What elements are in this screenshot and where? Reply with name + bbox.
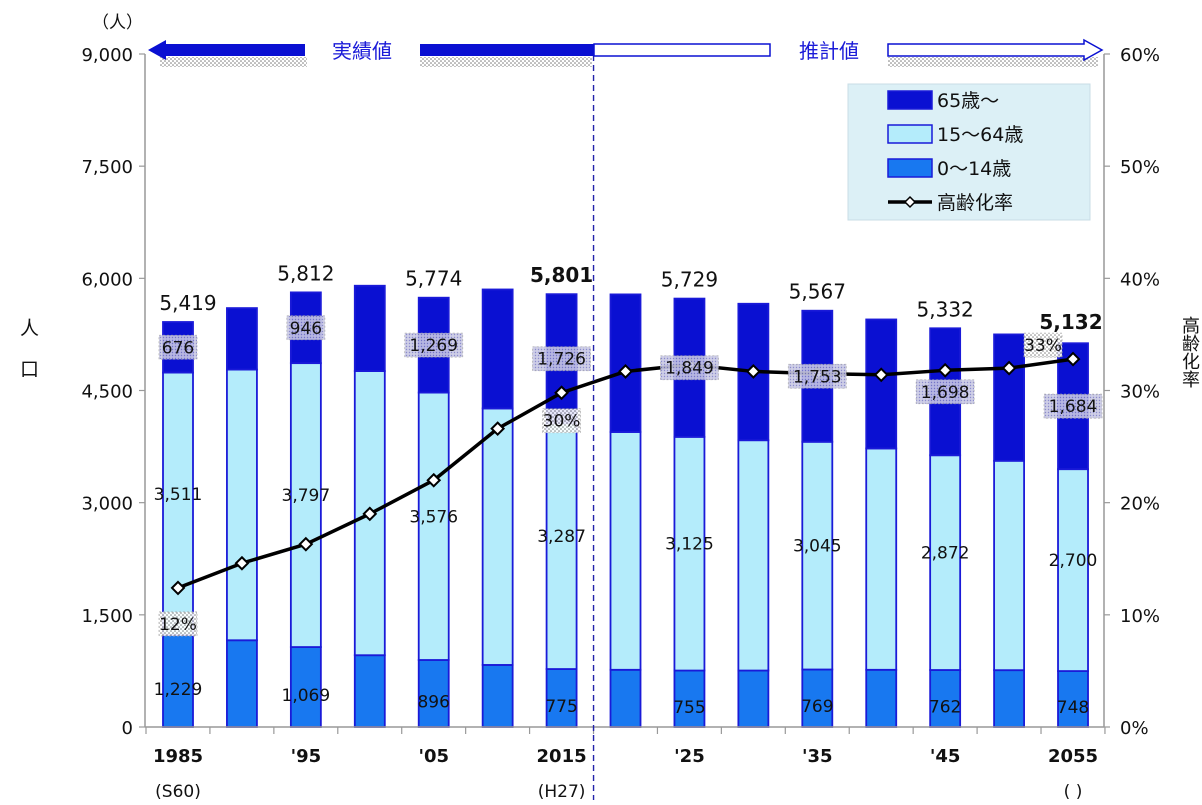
y-tick-label: 1,500 bbox=[81, 606, 133, 627]
value-label-age0-14: 748 bbox=[1057, 698, 1089, 718]
total-population-label: 5,729 bbox=[661, 268, 718, 292]
y2-tick-label: 0% bbox=[1120, 718, 1149, 739]
y-tick-label: 9,000 bbox=[81, 45, 133, 66]
value-label-age65plus: 1,849 bbox=[665, 359, 714, 379]
y2-tick-label: 20% bbox=[1120, 494, 1160, 515]
y-tick-label: 6,000 bbox=[81, 269, 133, 290]
x-tick-sublabel: ( ) bbox=[1064, 782, 1083, 802]
value-label-age0-14: 1,069 bbox=[282, 686, 331, 706]
total-population-label: 5,567 bbox=[789, 280, 846, 304]
bar-segment-age15-64 bbox=[866, 448, 896, 669]
aging-rate-label: 30% bbox=[543, 412, 581, 432]
legend-item-age65plus-label: 65歳～ bbox=[937, 90, 999, 112]
bar-segment-age0-14 bbox=[738, 671, 768, 727]
y2-tick-label: 30% bbox=[1120, 382, 1160, 403]
x-tick-label: '25 bbox=[674, 746, 705, 767]
value-label-age15-64: 3,797 bbox=[282, 486, 331, 506]
value-label-age15-64: 3,045 bbox=[793, 537, 842, 557]
value-label-age65plus: 676 bbox=[162, 338, 194, 358]
banner-shadow-mid bbox=[420, 57, 592, 67]
legend-item-aging-rate-label: 高齢化率 bbox=[937, 192, 1013, 214]
bar-segment-age0-14 bbox=[866, 670, 896, 727]
banner-shadow-left bbox=[160, 57, 307, 67]
y2-tick-label: 60% bbox=[1120, 45, 1160, 66]
bar-segment-age0-14 bbox=[611, 670, 641, 727]
total-population-label: 5,419 bbox=[159, 291, 216, 315]
y-axis-title: 人口 bbox=[15, 318, 42, 400]
value-label-age0-14: 1,229 bbox=[154, 680, 203, 700]
aging-rate-label: 33% bbox=[1024, 336, 1062, 356]
x-tick-sublabel: (H27) bbox=[538, 782, 586, 802]
bar-segment-age15-64 bbox=[994, 461, 1024, 670]
value-label-age65plus: 1,684 bbox=[1049, 397, 1098, 417]
value-label-age15-64: 3,287 bbox=[537, 527, 586, 547]
value-label-age0-14: 755 bbox=[673, 698, 705, 718]
value-label-age65plus: 1,269 bbox=[409, 336, 458, 356]
total-population-label: 5,812 bbox=[277, 261, 334, 285]
y2-tick-label: 50% bbox=[1120, 157, 1160, 178]
value-label-age15-64: 2,700 bbox=[1049, 551, 1098, 571]
bar-segment-age15-64 bbox=[611, 432, 641, 670]
y-tick-label: 4,500 bbox=[81, 382, 133, 403]
x-tick-label: '45 bbox=[930, 746, 961, 767]
bar-segment-age0-14 bbox=[994, 670, 1024, 727]
legend-item-age0-14-label: 0～14歳 bbox=[937, 158, 1011, 180]
y2-tick-label: 10% bbox=[1120, 606, 1160, 627]
y2-tick-label: 40% bbox=[1120, 269, 1160, 290]
bar-segment-age15-64 bbox=[227, 370, 257, 641]
value-label-age15-64: 3,576 bbox=[409, 507, 458, 527]
x-tick-label: '05 bbox=[418, 746, 449, 767]
total-population-label: 5,801 bbox=[530, 263, 593, 287]
legend-item-age15-64-label: 15～64歳 bbox=[937, 124, 1023, 146]
y-tick-label: 0 bbox=[122, 718, 133, 739]
bar-segment-age15-64 bbox=[483, 408, 513, 664]
total-population-label: 5,132 bbox=[1039, 310, 1102, 334]
bar-segment-age0-14 bbox=[355, 655, 385, 727]
bar-segment-age65plus bbox=[483, 289, 513, 408]
y2-axis-title: 高齢化率 bbox=[1176, 316, 1202, 388]
legend-item-age15-64-swatch bbox=[888, 125, 932, 143]
bar-segment-age15-64 bbox=[738, 440, 768, 670]
y-tick-label: 3,000 bbox=[81, 494, 133, 515]
y-unit-label: （人） bbox=[92, 8, 143, 33]
value-label-age65plus: 1,753 bbox=[793, 367, 842, 387]
bar-segment-age0-14 bbox=[227, 640, 257, 727]
legend-item-age65plus-swatch bbox=[888, 91, 932, 109]
value-label-age0-14: 896 bbox=[417, 692, 449, 712]
x-tick-label: '95 bbox=[291, 746, 322, 767]
value-label-age65plus: 1,698 bbox=[921, 383, 970, 403]
y-tick-label: 7,500 bbox=[81, 157, 133, 178]
bar-segment-age65plus bbox=[355, 286, 385, 371]
x-tick-label: 1985 bbox=[153, 746, 203, 767]
value-label-age0-14: 775 bbox=[545, 697, 577, 717]
x-tick-label: 2015 bbox=[537, 746, 587, 767]
legend-item-age0-14-swatch bbox=[888, 159, 932, 177]
value-label-age15-64: 3,125 bbox=[665, 535, 714, 555]
banner-shadow-right bbox=[888, 57, 1098, 67]
bar-segment-age65plus bbox=[611, 294, 641, 432]
aging-rate-label: 12% bbox=[159, 615, 197, 635]
value-label-age15-64: 2,872 bbox=[921, 544, 970, 564]
x-tick-sublabel: (S60) bbox=[155, 782, 201, 802]
banner-bar-projected-left bbox=[594, 44, 770, 56]
total-population-label: 5,774 bbox=[405, 267, 462, 291]
value-label-age65plus: 946 bbox=[290, 319, 322, 339]
bar-segment-age0-14 bbox=[483, 665, 513, 727]
value-label-age0-14: 762 bbox=[929, 698, 961, 718]
bar-segment-age65plus bbox=[994, 334, 1024, 460]
bar-segment-age65plus bbox=[227, 308, 257, 369]
value-label-age0-14: 769 bbox=[801, 697, 833, 717]
value-label-age65plus: 1,726 bbox=[537, 350, 586, 370]
banner-label-projected: 推計値 bbox=[799, 39, 859, 63]
value-label-age15-64: 3,511 bbox=[154, 485, 203, 505]
banner-label-actual: 実績値 bbox=[332, 39, 392, 63]
x-tick-label: 2055 bbox=[1048, 746, 1098, 767]
total-population-label: 5,332 bbox=[917, 297, 974, 321]
banner-bar-actual-right bbox=[420, 44, 594, 56]
x-tick-label: '35 bbox=[802, 746, 833, 767]
bar-segment-age65plus bbox=[866, 319, 896, 448]
